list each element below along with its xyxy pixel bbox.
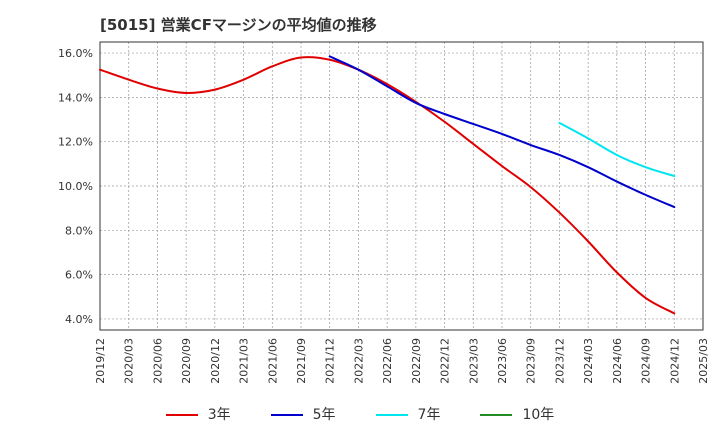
legend-swatch (480, 414, 513, 416)
x-tick-label: 2022/09 (410, 338, 423, 384)
legend-item: 3年 (165, 404, 231, 424)
x-tick-label: 2021/03 (238, 338, 251, 384)
x-tick-label: 2023/06 (496, 338, 509, 384)
legend-swatch (270, 414, 303, 416)
x-tick-label: 2022/03 (352, 338, 365, 384)
x-tick-label: 2022/06 (381, 338, 394, 384)
x-tick-label: 2024/09 (640, 338, 653, 384)
x-tick-label: 2023/03 (467, 338, 480, 384)
legend-label: 10年 (522, 407, 555, 423)
legend-swatch (165, 414, 198, 416)
x-tick-label: 2019/12 (94, 338, 107, 384)
y-tick-label: 4.0% (65, 313, 93, 326)
y-tick-label: 12.0% (58, 136, 93, 149)
series-line-5年 (328, 55, 676, 209)
legend-item: 5年 (270, 404, 336, 424)
x-tick-label: 2021/09 (295, 338, 308, 384)
series-line-7年 (558, 121, 676, 178)
x-tick-label: 2022/12 (439, 338, 452, 384)
x-tick-label: 2021/12 (324, 338, 337, 384)
y-tick-label: 16.0% (58, 47, 93, 60)
legend-item: 7年 (375, 404, 441, 424)
y-tick-label: 8.0% (65, 224, 93, 237)
legend-label: 3年 (207, 407, 231, 423)
series-line-3年 (99, 56, 676, 315)
chart-title: [5015] 営業CFマージンの平均値の推移 (100, 16, 377, 34)
y-tick-label: 14.0% (58, 91, 93, 104)
x-tick-label: 2021/06 (266, 338, 279, 384)
x-tick-label: 2020/06 (151, 338, 164, 384)
legend-item: 10年 (480, 404, 554, 424)
legend-swatch (375, 414, 408, 416)
plot-border (99, 41, 704, 331)
y-tick-label: 10.0% (58, 180, 93, 193)
x-tick-label: 2023/09 (525, 338, 538, 384)
x-tick-label: 2024/03 (582, 338, 595, 384)
x-tick-label: 2023/12 (553, 338, 566, 384)
legend-label: 7年 (417, 407, 441, 423)
x-tick-label: 2020/03 (123, 338, 136, 384)
y-tick-label: 6.0% (65, 269, 93, 282)
x-tick-label: 2020/12 (209, 338, 222, 384)
legend-label: 5年 (312, 407, 336, 423)
x-tick-label: 2020/09 (180, 338, 193, 384)
legend: 3年 5年 7年 10年 (0, 404, 720, 424)
x-tick-label: 2024/06 (611, 338, 624, 384)
x-tick-label: 2024/12 (668, 338, 681, 384)
x-tick-label: 2025/03 (697, 338, 710, 384)
